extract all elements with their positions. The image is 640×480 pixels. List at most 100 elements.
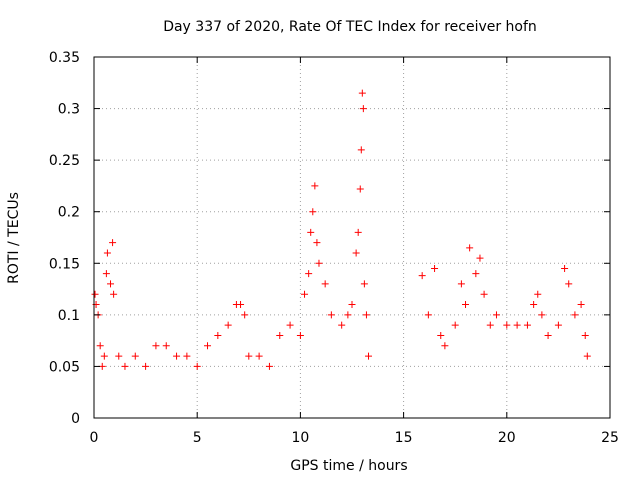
data-point [441,342,449,350]
data-point [424,311,432,319]
data-point [503,321,511,329]
data-point [193,362,201,370]
data-point [204,342,212,350]
data-point [121,362,129,370]
x-tick-label: 5 [193,430,202,446]
data-point [173,352,181,360]
data-point [534,290,542,298]
data-point [305,270,313,278]
y-tick-label: 0 [71,411,80,427]
data-point [91,290,99,298]
y-axis-label: ROTI / TECUs [6,192,22,284]
x-tick-label: 10 [291,430,309,446]
data-point [265,362,273,370]
data-point [486,321,494,329]
data-point [472,270,480,278]
data-point [431,264,439,272]
data-point [307,228,315,236]
y-tick-label: 0.3 [58,102,80,118]
grid-lines [94,57,610,418]
data-point [102,270,110,278]
data-point [255,352,263,360]
data-point [565,280,573,288]
data-point [513,321,521,329]
data-point [360,280,368,288]
data-point [561,264,569,272]
data-point [544,331,552,339]
data-point [315,259,323,267]
data-point [362,311,370,319]
data-point [358,89,366,97]
data-points [91,89,591,370]
data-point [530,301,538,309]
data-point [354,228,362,236]
data-point [96,342,104,350]
x-axis-label: GPS time / hours [290,458,407,474]
data-point [451,321,459,329]
data-point [577,301,585,309]
x-tick-label: 15 [395,430,413,446]
y-tick-label: 0.2 [58,205,80,221]
data-point [352,249,360,257]
y-tick-label: 0.25 [49,153,80,169]
data-point [131,352,139,360]
data-point [142,362,150,370]
chart-title: Day 337 of 2020, Rate Of TEC Index for r… [163,19,537,35]
data-point [338,321,346,329]
data-point [107,280,115,288]
data-point [162,342,170,350]
data-point [554,321,562,329]
data-point [301,290,309,298]
data-point [183,352,191,360]
data-point [457,280,465,288]
y-tick-label: 0.15 [49,256,80,272]
data-point [224,321,232,329]
data-point [327,311,335,319]
data-point [103,249,111,257]
data-point [214,331,222,339]
x-tick-label: 20 [498,430,516,446]
data-point [480,290,488,298]
data-point [241,311,249,319]
data-point [583,352,591,360]
data-point [286,321,294,329]
data-point [356,185,364,193]
data-point [115,352,123,360]
data-point [581,331,589,339]
data-point [523,321,531,329]
data-point [492,311,500,319]
data-point [237,301,245,309]
data-point [109,239,117,247]
data-point [344,311,352,319]
data-point [466,244,474,252]
data-point [296,331,304,339]
x-tick-label: 25 [601,430,619,446]
data-point [357,146,365,154]
data-point [571,311,579,319]
x-tick-label: 0 [90,430,99,446]
data-point [365,352,373,360]
y-tick-label: 0.35 [49,50,80,66]
data-point [359,105,367,113]
axis-ticks: 0 5 10 15 20 25 0 0.05 0.1 0.15 0.2 0.25 0.3 0.35 [49,50,619,446]
data-point [309,208,317,216]
data-point [276,331,284,339]
y-tick-label: 0.05 [49,359,80,375]
y-tick-label: 0.1 [58,308,80,324]
data-point [311,182,319,190]
data-point [476,254,484,262]
data-point [348,301,356,309]
data-point [418,272,426,280]
data-point [321,280,329,288]
data-point [437,331,445,339]
plot-frame [93,56,611,419]
data-point [538,311,546,319]
data-point [152,342,160,350]
data-point [462,301,470,309]
data-point [313,239,321,247]
data-point [110,290,118,298]
data-point [100,352,108,360]
data-point [245,352,253,360]
